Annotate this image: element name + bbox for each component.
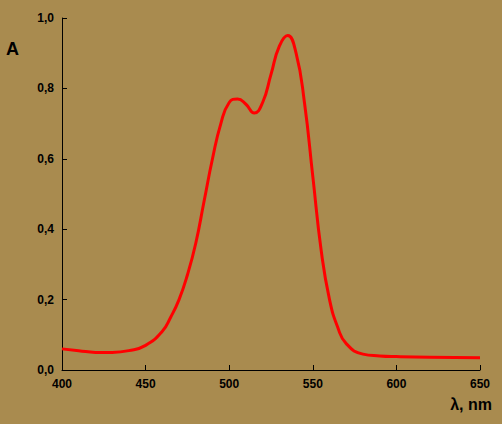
svg-text:0,0: 0,0 (37, 363, 54, 377)
svg-text:600: 600 (386, 377, 406, 391)
svg-text:λ, nm: λ, nm (450, 396, 492, 413)
svg-text:0,6: 0,6 (37, 152, 54, 166)
svg-text:500: 500 (219, 377, 239, 391)
svg-text:450: 450 (136, 377, 156, 391)
svg-text:0,4: 0,4 (37, 222, 54, 236)
svg-text:650: 650 (470, 377, 490, 391)
svg-text:550: 550 (303, 377, 323, 391)
svg-text:0,8: 0,8 (37, 81, 54, 95)
svg-text:1,0: 1,0 (37, 11, 54, 25)
svg-text:A: A (6, 39, 19, 59)
svg-text:0,2: 0,2 (37, 293, 54, 307)
svg-text:400: 400 (52, 377, 72, 391)
